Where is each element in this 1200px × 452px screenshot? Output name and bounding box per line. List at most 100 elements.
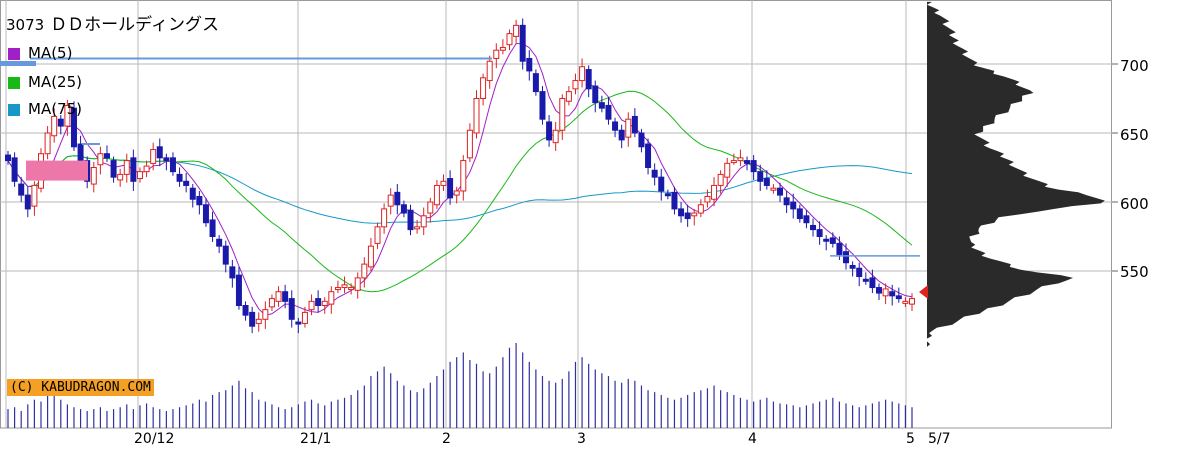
current-price-marker xyxy=(919,285,928,299)
candle-body xyxy=(895,295,902,300)
candle-body xyxy=(361,263,368,279)
stock-title: 3073 ＤＤホールディングス xyxy=(6,10,219,35)
x-tick-label: 5/7 xyxy=(928,431,951,447)
ma-line-ma25 xyxy=(7,90,913,293)
candle-body xyxy=(295,321,302,325)
candle-body xyxy=(598,102,605,109)
candle-body xyxy=(770,187,777,191)
candle-body xyxy=(5,154,11,162)
candle-body xyxy=(189,187,196,200)
candle-body xyxy=(579,66,586,82)
candle-body xyxy=(123,160,130,175)
candle-body xyxy=(730,160,737,164)
candle-body xyxy=(823,238,830,242)
candle-body xyxy=(169,157,176,173)
legend-swatch-ma75 xyxy=(8,103,20,116)
volume-bars xyxy=(7,343,913,428)
ma-line-ma5 xyxy=(7,43,913,316)
candle-body xyxy=(519,24,526,62)
candle-body xyxy=(902,300,909,304)
x-tick-label: 2 xyxy=(442,431,451,447)
candle-body xyxy=(136,171,143,180)
candle-body xyxy=(466,129,473,159)
candle-body xyxy=(618,129,625,141)
candle-body xyxy=(57,118,64,127)
candle-body xyxy=(348,287,355,291)
x-tick-label: 4 xyxy=(748,431,757,447)
resistance-stub xyxy=(0,61,36,66)
candle-body xyxy=(546,121,553,141)
candle-body xyxy=(64,104,71,127)
y-tick-label: 600 xyxy=(1120,195,1149,213)
candle-body xyxy=(889,291,896,297)
candle-body xyxy=(90,167,97,185)
candle-body xyxy=(414,226,421,230)
candle-body xyxy=(381,208,388,228)
candle-body xyxy=(400,204,407,214)
candle-body xyxy=(77,143,84,162)
candle-body xyxy=(499,46,506,51)
candle-body xyxy=(724,162,731,178)
candle-body xyxy=(150,149,157,164)
candle-body xyxy=(31,184,38,207)
candle-body xyxy=(777,187,784,196)
candle-body xyxy=(97,153,104,166)
candle-body xyxy=(506,33,513,46)
markers xyxy=(0,57,928,299)
candle-body xyxy=(117,173,124,181)
candle-body xyxy=(737,157,744,162)
candle-body xyxy=(255,318,262,324)
candle-body xyxy=(625,118,632,138)
candle-body xyxy=(803,215,810,224)
candlesticks xyxy=(5,18,915,334)
range-box xyxy=(26,160,88,181)
candle-body xyxy=(651,169,658,178)
candle-body xyxy=(374,226,381,244)
candle-body xyxy=(11,157,18,182)
candle-body xyxy=(196,195,203,206)
candle-body xyxy=(433,184,440,206)
candle-body xyxy=(638,132,645,148)
x-tick-label: 20/12 xyxy=(134,431,175,447)
legend-label-ma25: MA(25) xyxy=(28,73,82,91)
x-tick-label: 5 xyxy=(906,431,915,447)
candle-body xyxy=(763,178,770,186)
candle-body xyxy=(717,173,724,186)
candle-body xyxy=(447,178,454,199)
legend-swatch-ma25 xyxy=(8,76,20,89)
candle-body xyxy=(143,165,150,173)
y-tick-label: 550 xyxy=(1120,263,1149,281)
candle-body xyxy=(18,183,25,196)
candle-body xyxy=(671,191,678,210)
candle-body xyxy=(202,204,209,224)
candle-body xyxy=(552,129,559,144)
candle-body xyxy=(70,107,77,148)
candle-body xyxy=(572,80,579,90)
candle-body xyxy=(678,208,685,217)
candle-body xyxy=(836,242,843,255)
candle-body xyxy=(796,208,803,220)
candle-body xyxy=(275,291,282,302)
candle-body xyxy=(757,171,764,182)
candle-body xyxy=(559,98,566,131)
candle-body xyxy=(387,194,394,207)
candle-body xyxy=(829,237,836,244)
candle-body xyxy=(130,157,137,182)
candle-body xyxy=(664,193,671,197)
candle-body xyxy=(810,224,817,231)
candle-body xyxy=(645,143,652,168)
candle-body xyxy=(183,180,190,186)
candle-body xyxy=(862,278,869,282)
candle-body xyxy=(697,204,704,214)
candle-body xyxy=(334,287,341,291)
candle-body xyxy=(24,194,31,210)
candle-body xyxy=(268,298,275,308)
candle-body xyxy=(427,201,434,214)
candle-body xyxy=(658,176,665,192)
candle-body xyxy=(486,60,493,82)
candle-body xyxy=(691,212,698,217)
candle-body xyxy=(473,98,480,134)
candle-body xyxy=(222,245,229,265)
candle-body xyxy=(321,300,328,306)
